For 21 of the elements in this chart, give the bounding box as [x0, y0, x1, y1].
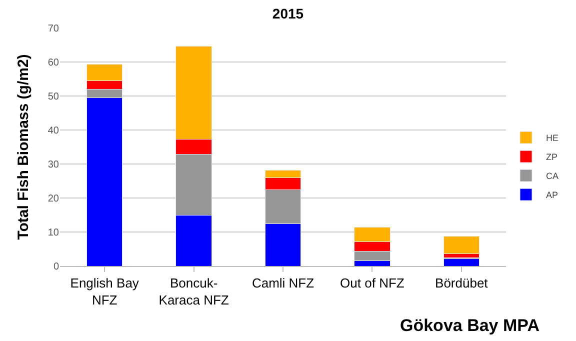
x-tick-label: Boncuk- Karaca NFZ: [158, 276, 229, 308]
y-tick-label: 70: [48, 24, 60, 34]
x-tick-label: Camli NFZ: [252, 276, 314, 291]
y-tick-label: 30: [48, 160, 60, 170]
x-tick-label: Out of NFZ: [340, 276, 404, 291]
y-axis-title: Total Fish Biomass (g/m2): [15, 54, 32, 240]
legend-label: ZP: [546, 152, 558, 162]
legend-label: HE: [546, 133, 559, 144]
y-tick-label: 0: [53, 262, 60, 272]
y-tick-label: 40: [48, 126, 60, 136]
y-tick-label: 10: [48, 228, 60, 238]
x-tick-label: English Bay NFZ: [70, 276, 140, 308]
chart-title: 2015: [272, 5, 304, 22]
x-tick-label: Bördübet: [435, 276, 488, 291]
y-tick-label: 20: [48, 194, 60, 204]
text: Gökova Bay MPA: [400, 316, 540, 335]
legend-label: AP: [546, 190, 558, 200]
legend-label: CA: [546, 171, 559, 182]
y-tick-label: 60: [48, 58, 60, 68]
bar: [443, 236, 480, 254]
y-tick-label: 50: [48, 92, 60, 102]
